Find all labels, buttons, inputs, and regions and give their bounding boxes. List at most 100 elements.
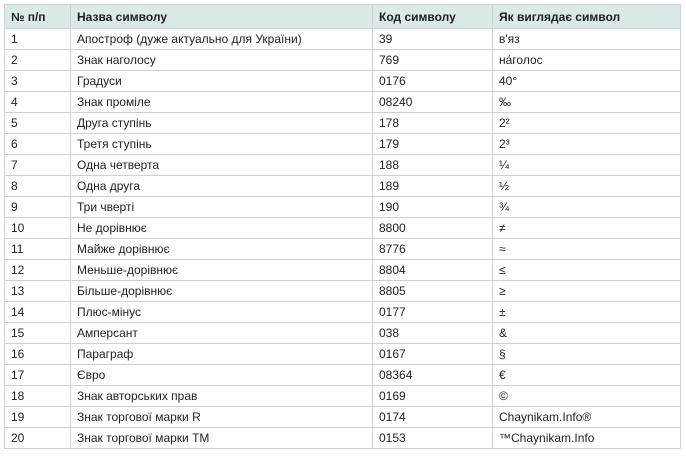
cell-symbol-appearance: Chaynikam.Info® [492, 406, 681, 428]
cell-symbol-code: 8805 [372, 280, 493, 302]
cell-symbol-code: 0174 [372, 406, 493, 428]
symbols-table: № п/п Назва символу Код символу Як вигля… [4, 4, 681, 449]
table-row: 8 Одна друга 189 ½ [4, 175, 681, 197]
table-row: 9 Три чверті 190 ¾ [4, 196, 681, 218]
cell-symbol-appearance: ± [492, 301, 681, 323]
cell-number: 9 [4, 196, 71, 218]
cell-number: 17 [4, 364, 71, 386]
cell-symbol-code: 0169 [372, 385, 493, 407]
cell-symbol-name: Знак авторських прав [70, 385, 373, 407]
cell-symbol-name: Знак торгової марки R [70, 406, 373, 428]
table-row: 6 Третя ступінь 179 2³ [4, 133, 681, 155]
table-row: 4 Знак проміле 08240 ‰ [4, 91, 681, 113]
table-body: 1 Апостроф (дуже актуально для України) 39… [4, 28, 681, 449]
cell-symbol-name: Друга ступінь [70, 112, 373, 134]
cell-symbol-appearance: 2² [492, 112, 681, 134]
cell-symbol-name: Більше-дорівнює [70, 280, 373, 302]
cell-symbol-appearance: на́голос [492, 49, 681, 71]
cell-symbol-appearance: ¼ [492, 154, 681, 176]
cell-number: 14 [4, 301, 71, 323]
cell-symbol-name: Меньше-дорівнює [70, 259, 373, 281]
cell-number: 20 [4, 427, 71, 449]
cell-number: 4 [4, 91, 71, 113]
cell-symbol-code: 8776 [372, 238, 493, 260]
cell-number: 6 [4, 133, 71, 155]
cell-number: 8 [4, 175, 71, 197]
cell-symbol-code: 178 [372, 112, 493, 134]
cell-symbol-appearance: ≈ [492, 238, 681, 260]
cell-symbol-name: Параграф [70, 343, 373, 365]
cell-symbol-code: 0176 [372, 70, 493, 92]
table-row: 1 Апостроф (дуже актуально для України) 39… [4, 28, 681, 50]
cell-symbol-appearance: ½ [492, 175, 681, 197]
cell-symbol-name: Третя ступінь [70, 133, 373, 155]
cell-symbol-name: Знак проміле [70, 91, 373, 113]
cell-symbol-appearance: ≤ [492, 259, 681, 281]
cell-number: 18 [4, 385, 71, 407]
cell-symbol-code: 188 [372, 154, 493, 176]
cell-number: 15 [4, 322, 71, 344]
cell-symbol-appearance: в'яз [492, 28, 681, 50]
table-row: 2 Знак наголосу 769 на́голос [4, 49, 681, 71]
table-row: 13 Більше-дорівнює 8805 ≥ [4, 280, 681, 302]
cell-number: 7 [4, 154, 71, 176]
table-row: 5 Друга ступінь 178 2² [4, 112, 681, 134]
cell-symbol-appearance: ≠ [492, 217, 681, 239]
table-row: 10 Не дорівнює 8800 ≠ [4, 217, 681, 239]
table-row: 3 Градуси 0176 40° [4, 70, 681, 92]
cell-symbol-appearance: ‰ [492, 91, 681, 113]
table-row: 15 Амперсант 038 & [4, 322, 681, 344]
cell-number: 2 [4, 49, 71, 71]
cell-symbol-name: Апостроф (дуже актуально для України) [70, 28, 373, 50]
cell-symbol-code: 0153 [372, 427, 493, 449]
cell-symbol-name: Євро [70, 364, 373, 386]
cell-symbol-code: 8804 [372, 259, 493, 281]
table-row: 11 Майже дорівнює 8776 ≈ [4, 238, 681, 260]
table-row: 7 Одна четверта 188 ¼ [4, 154, 681, 176]
header-symbol-appearance: Як виглядає символ [492, 4, 681, 29]
cell-symbol-name: Майже дорівнює [70, 238, 373, 260]
table-row: 16 Параграф 0167 § [4, 343, 681, 365]
table-row: 18 Знак авторських прав 0169 © [4, 385, 681, 407]
cell-symbol-name: Три чверті [70, 196, 373, 218]
cell-symbol-appearance: § [492, 343, 681, 365]
cell-symbol-name: Знак наголосу [70, 49, 373, 71]
cell-symbol-code: 0177 [372, 301, 493, 323]
cell-symbol-appearance: ™Chaynikam.Info [492, 427, 681, 449]
table-row: 12 Меньше-дорівнює 8804 ≤ [4, 259, 681, 281]
cell-symbol-code: 8800 [372, 217, 493, 239]
cell-symbol-name: Амперсант [70, 322, 373, 344]
header-number: № п/п [4, 4, 71, 29]
cell-symbol-code: 189 [372, 175, 493, 197]
cell-symbol-appearance: 2³ [492, 133, 681, 155]
header-row: № п/п Назва символу Код символу Як вигля… [4, 4, 681, 29]
cell-symbol-name: Плюс-мінус [70, 301, 373, 323]
cell-number: 1 [4, 28, 71, 50]
cell-symbol-name: Одна друга [70, 175, 373, 197]
cell-symbol-code: 08364 [372, 364, 493, 386]
cell-symbol-name: Знак торгової марки TM [70, 427, 373, 449]
cell-number: 5 [4, 112, 71, 134]
cell-number: 19 [4, 406, 71, 428]
table-row: 14 Плюс-мінус 0177 ± [4, 301, 681, 323]
cell-symbol-appearance: 40° [492, 70, 681, 92]
header-symbol-code: Код символу [372, 4, 493, 29]
header-symbol-name: Назва символу [70, 4, 373, 29]
cell-symbol-code: 179 [372, 133, 493, 155]
table-row: 20 Знак торгової марки TM 0153 ™Chaynikam.I… [4, 427, 681, 449]
cell-symbol-code: 0167 [372, 343, 493, 365]
cell-number: 3 [4, 70, 71, 92]
cell-number: 16 [4, 343, 71, 365]
cell-symbol-appearance: € [492, 364, 681, 386]
cell-symbol-code: 08240 [372, 91, 493, 113]
cell-symbol-code: 769 [372, 49, 493, 71]
cell-symbol-code: 190 [372, 196, 493, 218]
cell-symbol-appearance: © [492, 385, 681, 407]
cell-symbol-code: 39 [372, 28, 493, 50]
cell-symbol-name: Одна четверта [70, 154, 373, 176]
cell-number: 11 [4, 238, 71, 260]
cell-number: 12 [4, 259, 71, 281]
table-row: 19 Знак торгової марки R 0174 Chaynikam.Inf… [4, 406, 681, 428]
cell-number: 13 [4, 280, 71, 302]
